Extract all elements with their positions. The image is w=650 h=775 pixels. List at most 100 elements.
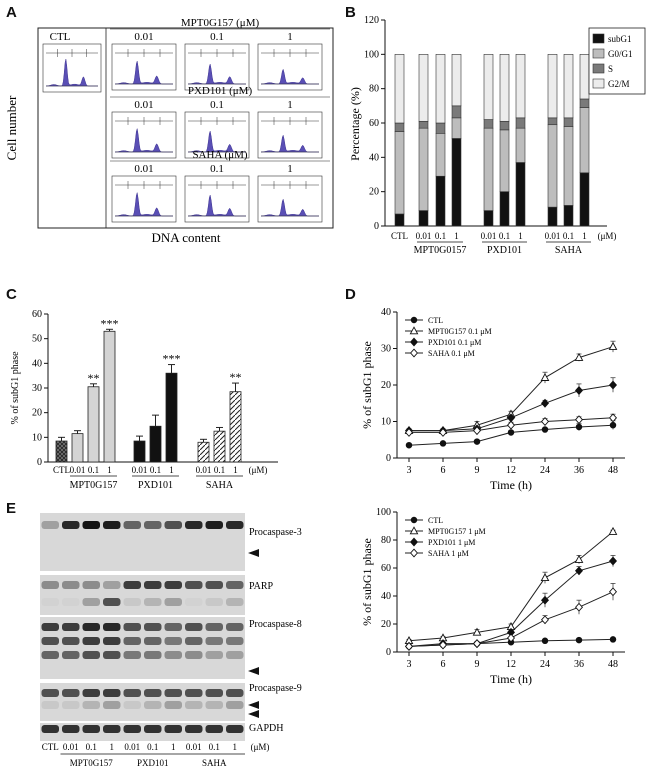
panel-d-point-2-4: [540, 398, 550, 408]
blot-lane-label-8: 0.1: [209, 742, 220, 752]
panel-b-bar-G2M-2: [435, 54, 446, 124]
blot-lane-label-1: 0.01: [63, 742, 79, 752]
panel-d-xtick-4: 24: [540, 465, 550, 476]
panel-d-point-0-5: [575, 423, 583, 431]
panel-e-right-point-3-6: [608, 587, 618, 597]
panel-b-bar-S-1: [418, 120, 429, 129]
panel-e-right-point-2-4: [540, 595, 550, 605]
panel-d-ytick-4: 40: [381, 307, 391, 318]
panel-b-bar-G0G1-3: [451, 117, 462, 139]
panel-e-right-ytick-2: 40: [381, 591, 391, 602]
blot-lane-label-4: 0.01: [124, 742, 140, 752]
panel-c-ytick-5: 50: [32, 334, 42, 345]
blot-procaspase-3: [40, 513, 245, 571]
panel-e-western-blot: Procaspase-3 PARP Procaspase-8 Procaspase-9…: [40, 513, 302, 768]
panel-d-point-1-5: [574, 352, 584, 361]
blot-arrow-3-1: [248, 710, 259, 718]
panel-b-ytick-1: 20: [369, 187, 379, 198]
panel-c-xtick-7: 0.01: [196, 465, 212, 475]
panel-d-series-3: [404, 413, 618, 437]
panel-b-group-label-1: PXD101: [487, 245, 522, 256]
panel-d-xlabel: Time (h): [490, 478, 532, 492]
panel-e-right-ytick-0: 0: [386, 647, 391, 658]
panel-d-point-0-2: [473, 438, 481, 445]
panel-b-legend-swatch-3: [592, 78, 605, 89]
panel-b-bar-G0G1-6: [515, 127, 526, 163]
panel-c-xtick-5: 0.1: [150, 465, 161, 475]
blot-lane-label-6: 1: [171, 742, 176, 752]
panel-e-right-point-3-4: [540, 615, 550, 625]
panel-d-point-3-2: [472, 426, 482, 436]
panel-c-ytick-3: 30: [32, 383, 42, 394]
panel-b-bar-subG1-8: [563, 205, 574, 227]
blot-lane-label-5: 0.1: [147, 742, 158, 752]
panel-c-xtick-6: 1: [169, 465, 174, 475]
panel-b-unit-label: (μM): [598, 231, 617, 241]
panel-e-right-point-3-3: [506, 633, 516, 643]
panel-e-right-legend-marker-2: [409, 537, 419, 547]
panel-c-bar-1: [71, 433, 84, 463]
panel-b-bar-G2M-9: [579, 54, 590, 100]
panel-b-bar-G2M-1: [418, 54, 429, 122]
panel-d-point-0-4: [541, 426, 549, 433]
panel-label-c: C: [6, 286, 17, 303]
panel-d-xtick-1: 6: [441, 465, 446, 476]
panel-d-point-1-6: [608, 341, 618, 350]
panel-b-xtick-9: 1: [582, 231, 587, 241]
panel-d-legend-label-1: MPT0G157 0.1 μM: [428, 327, 492, 336]
panel-b-ytick-3: 60: [369, 118, 379, 129]
panel-c-group-label-0: MPT0G157: [70, 480, 118, 491]
panel-e-right-xtick-2: 9: [475, 659, 480, 670]
blot-lane-label-9: 1: [233, 742, 238, 752]
panel-d-xtick-5: 36: [574, 465, 584, 476]
panel-d-legend-marker-1: [409, 326, 419, 335]
blot-group-label-1: PXD101: [137, 758, 169, 768]
panel-d-ytick-2: 20: [381, 380, 391, 391]
panel-b-bar-subG1-9: [579, 172, 590, 227]
panel-e-right-point-3-5: [574, 602, 584, 612]
panel-b-legend-swatch-2: [592, 63, 605, 74]
blot-arrow-0-0: [248, 549, 259, 557]
panel-b-bar-subG1-4: [483, 210, 494, 227]
histogram-0-2: [257, 43, 323, 91]
panel-e-right-xlabel: Time (h): [490, 672, 532, 686]
blot-group-label-0: MPT0G157: [70, 758, 114, 768]
panel-d-point-0-1: [439, 440, 447, 447]
panel-b-bar-G0G1-9: [579, 107, 590, 174]
blot-lane-label-7: 0.01: [186, 742, 202, 752]
panel-b-xtick-5: 0.1: [499, 231, 510, 241]
panel-b-bar-G0G1-7: [547, 124, 558, 208]
panel-e-right-point-3-0: [404, 641, 414, 651]
panel-e-right-point-0-6: [609, 636, 617, 643]
panel-e-right-legend-label-0: CTL: [428, 516, 443, 525]
panel-a-frame: [37, 27, 334, 229]
panel-d-ytick-0: 0: [386, 453, 391, 464]
panel-b-ytick-2: 40: [369, 152, 379, 163]
panel-e-right-legend-label-1: MPT0G157 1 μM: [428, 527, 486, 536]
panel-e-right-point-3-1: [438, 640, 448, 650]
panel-b-xtick-1: 0.01: [416, 231, 432, 241]
panel-d-point-0-0: [405, 441, 413, 449]
panel-b-bar-G2M-0: [394, 54, 405, 124]
panel-c-ytick-2: 20: [32, 408, 42, 419]
panel-b-xtick-3: 1: [454, 231, 459, 241]
panel-d-legend-label-2: PXD101 0.1 μM: [428, 338, 481, 347]
histogram-2-1: [184, 175, 250, 223]
blot-lane-label-2: 0.1: [86, 742, 97, 752]
panel-d-legend-label-0: CTL: [428, 316, 443, 325]
panel-d-point-2-6: [608, 380, 618, 390]
histogram-2-2: [257, 175, 323, 223]
panel-a-ylabel: Cell number: [4, 95, 19, 160]
panel-e-right-xtick-1: 6: [441, 659, 446, 670]
panel-a-group-title-2: SAHA (μM): [192, 149, 247, 161]
panel-label-e: E: [6, 500, 17, 517]
panel-e-right-xtick-4: 24: [540, 659, 550, 670]
panel-b-bar-subG1-5: [499, 191, 510, 227]
panel-b-group-label-0: MPT0G0157: [414, 245, 467, 256]
panel-e-right-ytick-3: 60: [381, 563, 391, 574]
panel-c-xtick-0: CTL: [53, 465, 70, 475]
panel-c-bar-5: [149, 425, 162, 463]
panel-b-xtick-8: 0.1: [563, 231, 574, 241]
panel-c-group-label-1: PXD101: [138, 480, 173, 491]
panel-e-right-legend-label-3: SAHA 1 μM: [428, 549, 469, 558]
